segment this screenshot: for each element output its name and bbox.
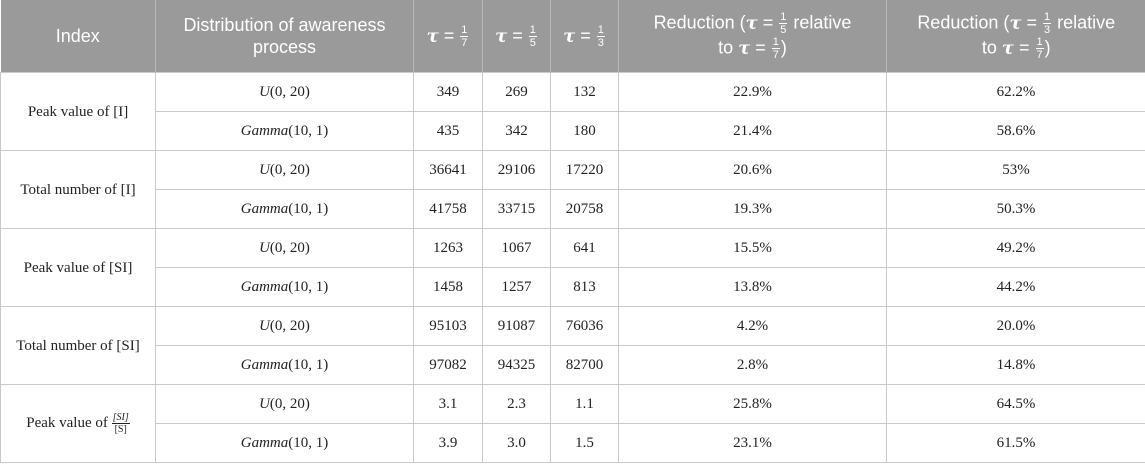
value-tau-1-7: 95103 <box>413 306 483 346</box>
reduction-1-5-cell: 2.8% <box>618 345 887 385</box>
value-tau-1-3: 180 <box>550 111 619 151</box>
reduction-1-3-cell: 50.3% <box>886 189 1145 229</box>
reduction-1-5-cell: 19.3% <box>618 189 887 229</box>
reduction-1-3-cell: 53% <box>886 150 1145 190</box>
value-tau-1-5: 94325 <box>482 345 551 385</box>
value-tau-1-3: 1.1 <box>550 384 619 424</box>
table-row: Total number of [SI] U(0, 20) 95103 9108… <box>0 306 1145 385</box>
table-row: Total number of [I] U(0, 20) 36641 29106… <box>0 150 1145 229</box>
value-tau-1-7: 435 <box>413 111 483 151</box>
table-row: Peak value of [SI] U(0, 20) 1263 1067 64… <box>0 228 1145 307</box>
reduction-1-5-cell: 25.8% <box>618 384 887 424</box>
value-tau-1-7: 1263 <box>413 228 483 268</box>
distribution-cell: Gamma(10, 1) <box>155 111 414 151</box>
reduction-1-5-cell: 13.8% <box>618 267 887 307</box>
value-tau-1-5: 91087 <box>482 306 551 346</box>
reduction-1-5-cell: 15.5% <box>618 228 887 268</box>
distribution-cell: U(0, 20) <box>155 228 414 268</box>
value-tau-1-5: 1257 <box>482 267 551 307</box>
value-tau-1-5: 33715 <box>482 189 551 229</box>
reduction-1-3-cell: 62.2% <box>886 72 1145 112</box>
index-cell: Peak value of [I] <box>0 72 156 151</box>
index-cell: Peak value of [SI] [S] <box>0 384 156 463</box>
header-row: Index Distribution of awareness process … <box>0 0 1145 73</box>
reduction-1-3-cell: 49.2% <box>886 228 1145 268</box>
value-tau-1-3: 132 <box>550 72 619 112</box>
value-tau-1-7: 41758 <box>413 189 483 229</box>
reduction-1-3-cell: 44.2% <box>886 267 1145 307</box>
value-tau-1-7: 36641 <box>413 150 483 190</box>
table-row: Gamma(10, 1) 3.9 3.0 1.5 23.1% 61.5% <box>1 423 1145 463</box>
distribution-cell: U(0, 20) <box>155 306 414 346</box>
header-index: Index <box>0 0 156 73</box>
value-tau-1-5: 342 <box>482 111 551 151</box>
value-tau-1-7: 97082 <box>413 345 483 385</box>
value-tau-1-5: 29106 <box>482 150 551 190</box>
value-tau-1-7: 3.1 <box>413 384 483 424</box>
reduction-1-3-cell: 14.8% <box>886 345 1145 385</box>
value-tau-1-5: 3.0 <box>482 423 551 463</box>
header-distribution: Distribution of awareness process <box>155 0 414 73</box>
value-tau-1-3: 813 <box>550 267 619 307</box>
reduction-1-5-cell: 21.4% <box>618 111 887 151</box>
distribution-cell: Gamma(10, 1) <box>155 189 414 229</box>
table-row: Gamma(10, 1) 435 342 180 21.4% 58.6% <box>1 111 1145 151</box>
reduction-1-5-cell: 4.2% <box>618 306 887 346</box>
reduction-1-3-cell: 20.0% <box>886 306 1145 346</box>
value-tau-1-3: 76036 <box>550 306 619 346</box>
table-row: Peak value of [SI] [S] U(0, 20) 3.1 2.3 1… <box>0 384 1145 463</box>
distribution-cell: U(0, 20) <box>155 150 414 190</box>
reduction-1-3-cell: 64.5% <box>886 384 1145 424</box>
value-tau-1-3: 20758 <box>550 189 619 229</box>
distribution-cell: Gamma(10, 1) <box>155 423 414 463</box>
si-over-s-fraction: [SI] [S] <box>111 412 130 435</box>
value-tau-1-7: 3.9 <box>413 423 483 463</box>
value-tau-1-5: 269 <box>482 72 551 112</box>
value-tau-1-3: 17220 <box>550 150 619 190</box>
reduction-1-5-cell: 22.9% <box>618 72 887 112</box>
distribution-cell: U(0, 20) <box>155 384 414 424</box>
table-row: Peak value of [I] U(0, 20) 349 269 132 2… <box>0 72 1145 151</box>
value-tau-1-5: 1067 <box>482 228 551 268</box>
distribution-cell: Gamma(10, 1) <box>155 345 414 385</box>
reduction-1-5-cell: 20.6% <box>618 150 887 190</box>
value-tau-1-3: 82700 <box>550 345 619 385</box>
table-row: Gamma(10, 1) 97082 94325 82700 2.8% 14.8… <box>1 345 1145 385</box>
distribution-cell: Gamma(10, 1) <box>155 267 414 307</box>
value-tau-1-5: 2.3 <box>482 384 551 424</box>
index-cell: Peak value of [SI] <box>0 228 156 307</box>
reduction-1-3-cell: 58.6% <box>886 111 1145 151</box>
reduction-1-3-cell: 61.5% <box>886 423 1145 463</box>
value-tau-1-7: 349 <box>413 72 483 112</box>
reduction-1-5-cell: 23.1% <box>618 423 887 463</box>
table-row: Gamma(10, 1) 41758 33715 20758 19.3% 50.… <box>1 189 1145 229</box>
distribution-cell: U(0, 20) <box>155 72 414 112</box>
index-cell: Total number of [I] <box>0 150 156 229</box>
table-row: Gamma(10, 1) 1458 1257 813 13.8% 44.2% <box>1 267 1145 307</box>
value-tau-1-7: 1458 <box>413 267 483 307</box>
value-tau-1-3: 1.5 <box>550 423 619 463</box>
value-tau-1-3: 641 <box>550 228 619 268</box>
index-cell: Total number of [SI] <box>0 306 156 385</box>
